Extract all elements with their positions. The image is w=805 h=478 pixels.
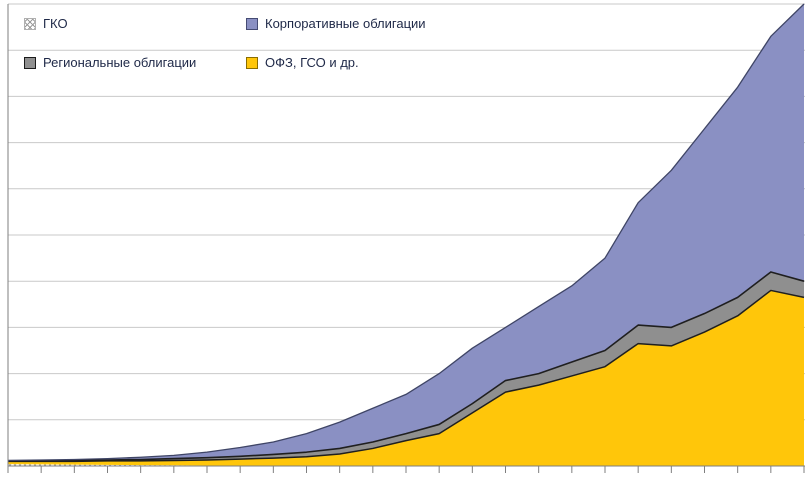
area-band-2 [8,290,804,466]
legend-label-corporate-bonds: Корпоративные облигации [265,16,426,31]
legend-label-gko: ГКО [43,16,68,31]
ofz-swatch-icon [246,56,258,69]
gko-hatch-swatch-icon [24,17,36,30]
axes-and-ticks [7,4,805,473]
area-band-4 [8,4,804,461]
series-outline [8,289,805,463]
legend-label-ofz: ОФЗ, ГСО и др. [265,55,359,70]
legend-item-gko: ГКО [24,16,246,31]
legend-item-corporate-bonds: Корпоративные облигации [246,16,426,31]
corporate-bonds-swatch-icon [246,17,258,30]
regional-bonds-swatch-icon [24,56,36,69]
legend-item-ofz: ОФЗ, ГСО и др. [246,55,426,70]
series-outline [8,271,805,462]
series-outline [7,3,805,462]
gridlines [8,3,805,467]
legend-item-regional-bonds: Региональные облигации [24,55,246,70]
series-outlines [7,3,805,463]
legend-label-regional-bonds: Региональные облигации [43,55,197,70]
chart-legend: ГКО Корпоративные облигации Региональные… [24,16,426,70]
